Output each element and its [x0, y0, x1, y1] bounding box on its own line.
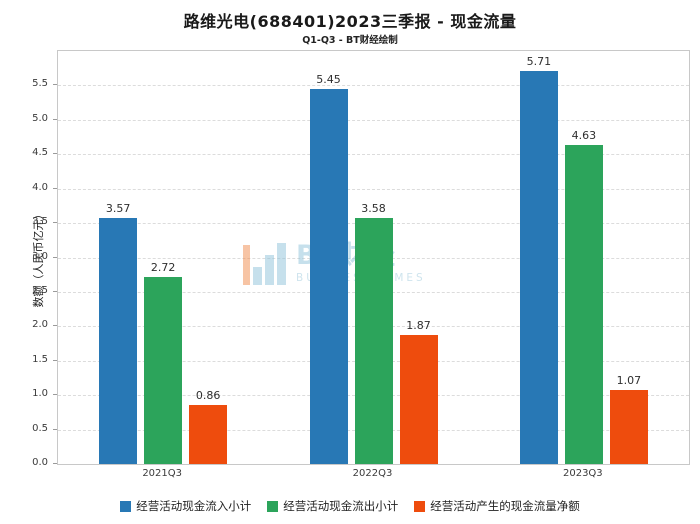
- bar-value-label: 5.71: [526, 54, 552, 68]
- legend-item-1: 经营活动现金流出小计: [267, 498, 398, 514]
- bar-value-label: 0.86: [195, 388, 221, 402]
- x-tick-label: 2021Q3: [142, 468, 182, 479]
- gridline: [58, 154, 689, 156]
- bar-2023Q3-series2: [609, 390, 648, 464]
- y-tick-mark: [53, 394, 57, 396]
- y-tick-mark: [53, 187, 57, 189]
- bar-value-label: 4.63: [571, 129, 597, 143]
- legend-label: 经营活动产生的现金流量净额: [430, 499, 580, 513]
- legend-label: 经营活动现金流入小计: [136, 499, 252, 513]
- bar-value-label: 3.57: [105, 202, 131, 216]
- chart-title: 路维光电(688401)2023三季报 - 现金流量: [183, 12, 517, 31]
- y-tick-mark: [53, 290, 57, 292]
- y-tick-label: 5.0: [32, 112, 48, 124]
- y-tick-label: 1.0: [32, 388, 48, 400]
- legend-label: 经营活动现金流出小计: [283, 499, 399, 513]
- chart-subtitle: Q1-Q3 - BT财经绘制: [302, 35, 398, 46]
- y-tick-mark: [53, 118, 57, 120]
- bar-value-label: 3.58: [361, 201, 386, 215]
- bar-value-label: 2.72: [150, 260, 176, 274]
- y-tick-label: 3.5: [32, 216, 48, 228]
- bar-2022Q3-series2: [399, 335, 438, 464]
- gridline: [58, 188, 689, 190]
- y-tick-mark: [53, 153, 57, 155]
- legend-item-0: 经营活动现金流入小计: [120, 498, 251, 514]
- watermark-logo-icon: [243, 241, 286, 285]
- watermark-bar: [243, 245, 250, 285]
- y-tick-label: 0.5: [32, 422, 48, 434]
- legend-swatch-icon: [267, 500, 279, 512]
- legend-item-2: 经营活动产生的现金流量净额: [414, 498, 580, 514]
- plot-area: BT财经 BUSINESS TIMES 3.572.720.865.453.58…: [57, 50, 690, 465]
- bar-2022Q3-series1: [354, 217, 393, 464]
- y-tick-label: 0.0: [32, 457, 48, 468]
- y-tick-label: 2.0: [32, 319, 48, 331]
- legend: 经营活动现金流入小计 经营活动现金流出小计 经营活动产生的现金流量净额: [0, 498, 700, 514]
- y-tick-mark: [53, 222, 57, 224]
- bar-value-label: 5.45: [316, 72, 341, 86]
- watermark-bar: [265, 255, 274, 285]
- y-tick-label: 2.5: [32, 284, 48, 296]
- x-tick-label: 2022Q3: [352, 468, 393, 479]
- y-tick-label: 4.5: [32, 147, 48, 159]
- bar-2023Q3-series0: [519, 70, 558, 464]
- bar-2021Q3-series0: [99, 218, 138, 464]
- bar-value-label: 1.87: [406, 319, 431, 333]
- y-tick-label: 3.0: [32, 250, 48, 262]
- y-tick-label: 5.5: [32, 78, 48, 90]
- y-tick-mark: [53, 359, 57, 361]
- y-tick-label: 4.0: [32, 181, 48, 193]
- bar-2023Q3-series1: [564, 145, 603, 464]
- bar-value-label: 1.07: [616, 374, 642, 388]
- gridline: [58, 85, 689, 87]
- y-tick-mark: [53, 463, 57, 464]
- y-tick-mark: [53, 256, 57, 258]
- x-tick-label: 2023Q3: [562, 468, 603, 479]
- bar-2021Q3-series2: [189, 404, 228, 464]
- watermark-bar: [277, 243, 286, 285]
- y-tick-mark: [53, 428, 57, 430]
- legend-swatch-icon: [414, 500, 426, 512]
- y-tick-mark: [53, 84, 57, 86]
- y-tick-mark: [53, 325, 57, 327]
- bar-2021Q3-series1: [144, 276, 183, 464]
- bar-2022Q3-series0: [309, 88, 348, 464]
- legend-swatch-icon: [120, 500, 132, 512]
- gridline: [58, 119, 689, 121]
- watermark-bar: [253, 267, 262, 285]
- y-tick-label: 1.5: [32, 353, 48, 365]
